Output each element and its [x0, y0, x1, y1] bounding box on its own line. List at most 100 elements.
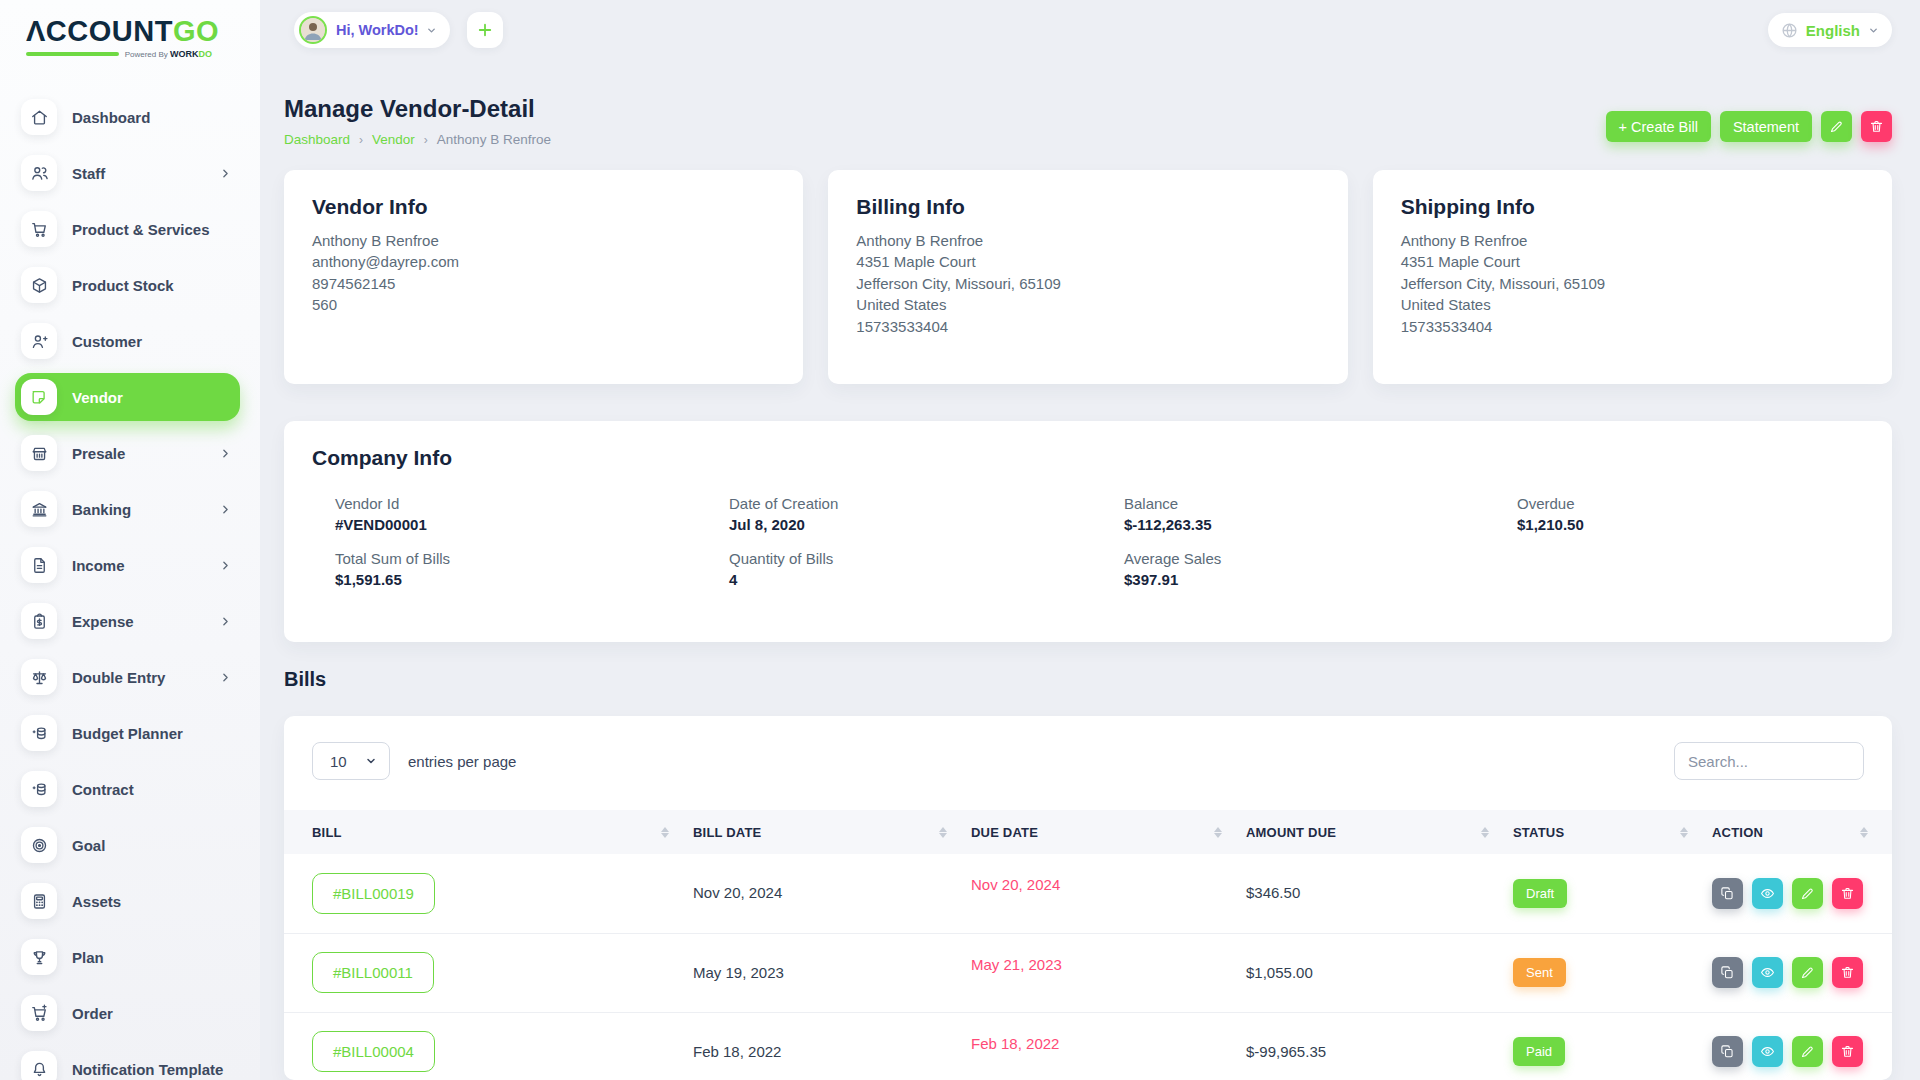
due-date: May 21, 2023: [971, 956, 1062, 973]
column-header-status[interactable]: STATUS: [1513, 810, 1712, 854]
bill-date: Nov 20, 2024: [693, 884, 782, 901]
sidebar: ΛCCOUNTGO Powered By WORKDO Dashboard Sta…: [0, 0, 260, 1080]
create-bill-button[interactable]: + Create Bill: [1606, 111, 1711, 142]
breadcrumb-vendor[interactable]: Vendor: [372, 132, 415, 147]
globe-icon: [1781, 22, 1798, 39]
breadcrumb-dashboard[interactable]: Dashboard: [284, 132, 350, 147]
chevron-right-icon: [219, 615, 232, 628]
company-field: Quantity of Bills4: [729, 550, 1124, 588]
note-icon: [21, 379, 57, 415]
info-line: Anthony B Renfroe: [312, 230, 775, 251]
sidebar-item-contract[interactable]: Contract: [15, 765, 240, 813]
brand-logo[interactable]: ΛCCOUNTGO Powered By WORKDO: [0, 0, 212, 59]
sort-icon[interactable]: [1680, 827, 1688, 838]
info-line: 4351 Maple Court: [1401, 251, 1864, 272]
chevron-right-icon: [219, 671, 232, 684]
language-label: English: [1806, 22, 1860, 39]
duplicate-button[interactable]: [1712, 878, 1743, 909]
sort-icon[interactable]: [1214, 827, 1222, 838]
sidebar-item-plan[interactable]: Plan: [15, 933, 240, 981]
view-button[interactable]: [1752, 957, 1783, 988]
column-header-due-date[interactable]: DUE DATE: [971, 810, 1246, 854]
bill-date: May 19, 2023: [693, 964, 784, 981]
sidebar-item-notification-template[interactable]: Notification Template: [15, 1045, 240, 1080]
page-title: Manage Vendor-Detail: [284, 95, 551, 123]
greeting-text: Hi, WorkDo!: [336, 22, 419, 38]
sidebar-item-customer[interactable]: Customer: [15, 317, 240, 365]
duplicate-button[interactable]: [1712, 1036, 1743, 1067]
entries-per-page-value: 10: [330, 753, 347, 770]
sidebar-item-double-entry[interactable]: Double Entry: [15, 653, 240, 701]
info-line: Jefferson City, Missouri, 65109: [856, 273, 1319, 294]
delete-button[interactable]: [1832, 957, 1863, 988]
sidebar-item-income[interactable]: Income: [15, 541, 240, 589]
chevron-down-icon: [426, 25, 437, 36]
bill-number-link[interactable]: #BILL00011: [312, 952, 434, 993]
page-actions: + Create Bill Statement: [1606, 111, 1892, 142]
add-button[interactable]: [467, 12, 503, 48]
row-actions: [1712, 878, 1892, 909]
sort-icon[interactable]: [661, 827, 669, 838]
amount-due: $1,055.00: [1246, 964, 1313, 981]
sort-icon[interactable]: [939, 827, 947, 838]
bill-number-link[interactable]: #BILL00004: [312, 1031, 435, 1072]
sort-icon[interactable]: [1481, 827, 1489, 838]
bill-number-link[interactable]: #BILL00019: [312, 873, 435, 914]
user-menu[interactable]: Hi, WorkDo!: [294, 12, 450, 48]
sort-icon[interactable]: [1860, 827, 1868, 838]
users-icon: [21, 155, 57, 191]
edit-vendor-button[interactable]: [1821, 111, 1852, 142]
bill-row: #BILL00011 May 19, 2023 May 21, 2023 $1,055…: [284, 933, 1892, 1012]
sidebar-item-order[interactable]: Order: [15, 989, 240, 1037]
chevron-right-icon: ›: [424, 133, 428, 147]
scale-icon: [21, 659, 57, 695]
sidebar-item-presale[interactable]: Presale: [15, 429, 240, 477]
due-date: Nov 20, 2024: [971, 876, 1060, 893]
sidebar-item-dashboard[interactable]: Dashboard: [15, 93, 240, 141]
info-line: Anthony B Renfroe: [856, 230, 1319, 251]
shipping-info-card: Shipping Info Anthony B Renfroe4351 Mapl…: [1373, 170, 1892, 384]
bills-table: BILLBILL DATEDUE DATEAMOUNT DUESTATUSACT…: [284, 810, 1892, 1080]
sidebar-item-product-stock[interactable]: Product Stock: [15, 261, 240, 309]
statement-button[interactable]: Statement: [1720, 111, 1812, 142]
view-button[interactable]: [1752, 878, 1783, 909]
sidebar-item-expense[interactable]: Expense: [15, 597, 240, 645]
powered-by: Powered By WORKDO: [125, 49, 212, 59]
chevron-down-icon: [1868, 25, 1879, 36]
company-info-card: Company Info Vendor Id#VEND00001Date of …: [284, 421, 1892, 642]
sidebar-item-budget-planner[interactable]: Budget Planner: [15, 709, 240, 757]
info-line: 4351 Maple Court: [856, 251, 1319, 272]
view-button[interactable]: [1752, 1036, 1783, 1067]
sidebar-item-banking[interactable]: Banking: [15, 485, 240, 533]
column-header-bill-date[interactable]: BILL DATE: [693, 810, 971, 854]
row-actions: [1712, 1036, 1892, 1067]
language-selector[interactable]: English: [1768, 13, 1892, 47]
status-badge: Sent: [1513, 958, 1566, 987]
column-header-amount-due[interactable]: AMOUNT DUE: [1246, 810, 1513, 854]
edit-button[interactable]: [1792, 1036, 1823, 1067]
edit-button[interactable]: [1792, 957, 1823, 988]
info-line: anthony@dayrep.com: [312, 251, 775, 272]
sidebar-item-product-services[interactable]: Product & Services: [15, 205, 240, 253]
entries-per-page-select[interactable]: 10: [312, 742, 390, 780]
column-header-action[interactable]: ACTION: [1712, 810, 1892, 854]
duplicate-button[interactable]: [1712, 957, 1743, 988]
company-field: Balance$-112,263.35: [1124, 495, 1517, 533]
delete-vendor-button[interactable]: [1861, 111, 1892, 142]
avatar: [299, 16, 327, 44]
delete-button[interactable]: [1832, 1036, 1863, 1067]
search-input[interactable]: Search...: [1674, 742, 1864, 780]
row-actions: [1712, 957, 1892, 988]
sidebar-item-assets[interactable]: Assets: [15, 877, 240, 925]
sidebar-item-vendor[interactable]: Vendor: [15, 373, 240, 421]
entries-per-page-label: entries per page: [408, 753, 516, 770]
sidebar-item-goal[interactable]: Goal: [15, 821, 240, 869]
delete-button[interactable]: [1832, 878, 1863, 909]
info-line: 15733533404: [1401, 316, 1864, 337]
bill-date: Feb 18, 2022: [693, 1043, 781, 1060]
sidebar-item-staff[interactable]: Staff: [15, 149, 240, 197]
chevron-right-icon: ›: [359, 133, 363, 147]
column-header-bill[interactable]: BILL: [284, 810, 693, 854]
edit-button[interactable]: [1792, 878, 1823, 909]
bills-card: 10 entries per page Search... BILLBILL D…: [284, 716, 1892, 1080]
